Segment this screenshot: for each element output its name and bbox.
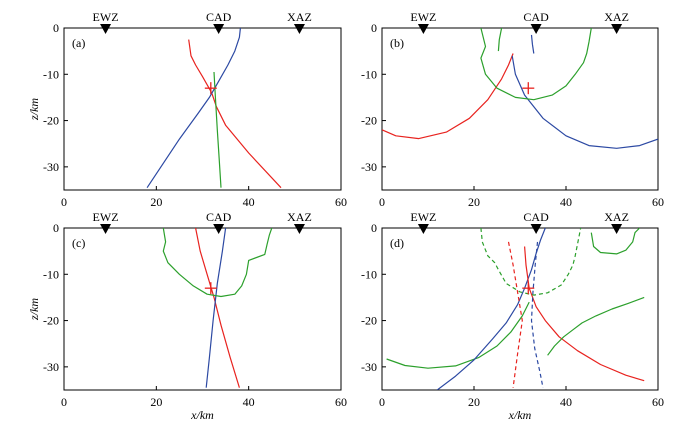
- y-tick-label: -30: [361, 160, 377, 174]
- station-marker-ewz: [100, 24, 112, 34]
- y-tick-label: -20: [361, 114, 377, 128]
- chart-panel-3: 0 20 40 60 0 -10 -20 -30 EWZ CAD XAZ (c) z/km x/km: [27, 210, 347, 422]
- y-tick-label: -20: [43, 314, 59, 328]
- x-tick-label: 20: [150, 195, 162, 209]
- panel-label: (d): [390, 236, 404, 250]
- curves: [382, 28, 658, 149]
- y-tick-label: -30: [43, 360, 59, 374]
- station-marker-cad: [530, 224, 542, 234]
- chart-panel-2: 0 20 40 60 0 -10 -20 -30 EWZ CAD XAZ (b): [361, 10, 664, 209]
- plot-frame: [381, 227, 659, 391]
- station-marker-ewz: [417, 224, 429, 234]
- station-label: CAD: [206, 210, 232, 224]
- y-tick-label: -20: [361, 314, 377, 328]
- x-tick-label: 60: [652, 395, 664, 409]
- curves: [146, 28, 282, 189]
- station-marker-cad: [213, 224, 225, 234]
- panel-label: (b): [390, 36, 404, 50]
- station-label: XAZ: [604, 10, 629, 24]
- series-line-1: [188, 39, 282, 189]
- x-tick-label: 20: [150, 395, 162, 409]
- series-line-8: [547, 296, 645, 356]
- x-tick-label: 40: [560, 395, 572, 409]
- series-line-3: [213, 71, 222, 188]
- series-line-1: [386, 301, 530, 369]
- x-tick-label: 40: [560, 195, 572, 209]
- x-axis-label: x/km: [508, 408, 532, 422]
- x-tick-label: 60: [335, 195, 347, 209]
- series-line-4: [480, 28, 592, 101]
- series-line-7: [590, 228, 641, 255]
- x-tick-label: 20: [468, 195, 480, 209]
- y-tick-label: 0: [371, 21, 377, 35]
- series-line-6: [480, 228, 582, 296]
- curves: [162, 228, 273, 388]
- y-axis-label: z/km: [27, 298, 41, 321]
- y-tick-label: -30: [43, 160, 59, 174]
- station-label: XAZ: [604, 210, 629, 224]
- y-tick-label: 0: [53, 221, 59, 235]
- station-label: XAZ: [287, 210, 312, 224]
- series-line-4: [507, 241, 523, 388]
- station-label: CAD: [206, 10, 232, 24]
- y-tick-label: 0: [53, 21, 59, 35]
- x-tick-label: 60: [335, 395, 347, 409]
- series-line-2: [205, 228, 227, 388]
- series-line-1: [382, 53, 514, 140]
- plot-frame: [63, 227, 342, 391]
- series-line-2: [146, 28, 241, 189]
- panel-label: (c): [72, 236, 85, 250]
- x-tick-label: 0: [61, 395, 67, 409]
- station-marker-cad: [530, 24, 542, 34]
- y-tick-label: -10: [361, 67, 377, 81]
- station-label: CAD: [523, 210, 549, 224]
- x-tick-label: 40: [243, 195, 255, 209]
- plot-frame: [381, 27, 659, 191]
- station-marker-xaz: [293, 224, 305, 234]
- curves: [386, 228, 645, 390]
- station-label: CAD: [523, 10, 549, 24]
- y-tick-label: -20: [43, 114, 59, 128]
- y-tick-label: -10: [361, 267, 377, 281]
- y-tick-label: -10: [43, 67, 59, 81]
- series-line-3: [530, 34, 535, 54]
- x-tick-label: 0: [379, 395, 385, 409]
- station-label: EWZ: [410, 210, 436, 224]
- x-axis-label: x/km: [190, 408, 214, 422]
- x-tick-label: 40: [243, 395, 255, 409]
- station-marker-cad: [213, 24, 225, 34]
- station-label: XAZ: [287, 10, 312, 24]
- y-tick-label: -10: [43, 267, 59, 281]
- series-line-5: [497, 28, 503, 52]
- x-tick-label: 60: [652, 195, 664, 209]
- panel-label: (a): [72, 36, 85, 50]
- chart-panel-1: 0 20 40 60 0 -10 -20 -30 EWZ CAD XAZ (a) z/km: [27, 10, 347, 209]
- y-tick-label: -30: [361, 360, 377, 374]
- series-line-3: [162, 228, 273, 298]
- series-line-3: [524, 246, 645, 382]
- y-axis-label: z/km: [27, 98, 41, 121]
- series-line-1: [195, 228, 240, 388]
- series-line-5: [530, 241, 544, 388]
- x-tick-label: 0: [379, 195, 385, 209]
- x-tick-label: 20: [468, 395, 480, 409]
- station-label: EWZ: [93, 10, 119, 24]
- chart-panel-4: 0 20 40 60 0 -10 -20 -30 EWZ CAD XAZ (d) x/km: [361, 210, 664, 422]
- y-tick-label: 0: [371, 221, 377, 235]
- station-marker-xaz: [611, 224, 623, 234]
- station-marker-ewz: [100, 224, 112, 234]
- station-label: EWZ: [93, 210, 119, 224]
- plot-frame: [63, 27, 342, 191]
- series-line-2: [436, 228, 546, 390]
- station-marker-ewz: [417, 24, 429, 34]
- station-marker-xaz: [611, 24, 623, 34]
- series-line-2: [511, 55, 658, 149]
- station-label: EWZ: [410, 10, 436, 24]
- x-tick-label: 0: [61, 195, 67, 209]
- station-marker-xaz: [293, 24, 305, 34]
